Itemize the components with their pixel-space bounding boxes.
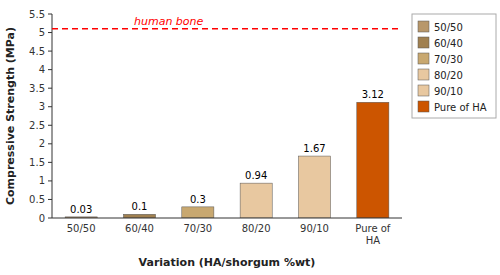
y-tick-label: 0.5 xyxy=(29,194,45,205)
y-tick xyxy=(48,199,52,200)
legend-label: Pure of HA xyxy=(434,102,487,113)
y-tick-label: 5.5 xyxy=(29,9,45,20)
legend-label: 90/10 xyxy=(434,86,463,97)
reference-line xyxy=(52,28,402,30)
annotation-label: human bone xyxy=(134,15,204,28)
data-label: 0.03 xyxy=(70,204,92,215)
y-tick-label: 0 xyxy=(39,213,45,224)
x-tick-label: 90/10 xyxy=(300,223,329,234)
y-tick xyxy=(48,143,52,144)
legend-swatch xyxy=(418,101,429,112)
legend-swatch xyxy=(418,37,429,48)
y-tick xyxy=(48,32,52,33)
y-tick xyxy=(48,106,52,107)
y-tick-label: 4.5 xyxy=(29,46,45,57)
y-tick xyxy=(48,69,52,70)
y-tick xyxy=(48,162,52,163)
x-axis-label: Variation (HA/shorgum %wt) xyxy=(139,256,316,269)
bar xyxy=(298,156,330,218)
legend-swatch xyxy=(418,85,429,96)
y-tick-label: 2 xyxy=(39,138,45,149)
y-tick xyxy=(48,180,52,181)
legend-swatch xyxy=(418,21,429,32)
data-label: 1.67 xyxy=(303,143,325,154)
x-tick-label: Pure ofHA xyxy=(355,223,391,246)
y-tick xyxy=(48,218,52,219)
legend-label: 80/20 xyxy=(434,70,463,81)
x-tick-label: 80/20 xyxy=(242,223,271,234)
y-tick xyxy=(48,88,52,89)
y-tick-label: 3.5 xyxy=(29,83,45,94)
y-axis-label: Compressive Strength (MPa) xyxy=(4,27,17,205)
y-tick-label: 4 xyxy=(39,64,45,75)
y-tick-label: 1.5 xyxy=(29,157,45,168)
legend-label: 50/50 xyxy=(434,22,463,33)
bar xyxy=(123,214,155,218)
x-axis xyxy=(52,218,402,219)
legend-frame xyxy=(412,14,496,118)
legend-label: 70/30 xyxy=(434,54,463,65)
legend: 50/50 60/40 70/30 80/20 90/10 Pure of HA xyxy=(412,14,496,118)
bar xyxy=(357,102,389,218)
y-tick-label: 3 xyxy=(39,101,45,112)
y-tick xyxy=(48,14,52,15)
legend-label: 60/40 xyxy=(434,38,463,49)
x-tick-label: 70/30 xyxy=(183,223,212,234)
y-tick xyxy=(48,125,52,126)
data-label: 0.94 xyxy=(245,170,267,181)
x-tick-label: 60/40 xyxy=(125,223,154,234)
chart: 0 0.5 1 1.5 2 2.5 3 3.5 4 4.5 5 5.5 50/50 60/40 70/30 8… xyxy=(0,0,500,275)
data-label: 0.1 xyxy=(132,201,148,212)
reference-line-group xyxy=(52,28,402,29)
bar xyxy=(182,207,214,218)
data-label: 0.3 xyxy=(190,194,206,205)
y-axis xyxy=(52,14,53,218)
bar xyxy=(240,183,272,218)
legend-swatch xyxy=(418,53,429,64)
x-tick-label: 50/50 xyxy=(67,223,96,234)
y-tick-label: 5 xyxy=(39,27,45,38)
bars xyxy=(65,102,389,218)
y-tick-label: 2.5 xyxy=(29,120,45,131)
y-tick xyxy=(48,51,52,52)
legend-swatch xyxy=(418,69,429,80)
data-label: 3.12 xyxy=(362,89,384,100)
y-tick-label: 1 xyxy=(39,175,45,186)
